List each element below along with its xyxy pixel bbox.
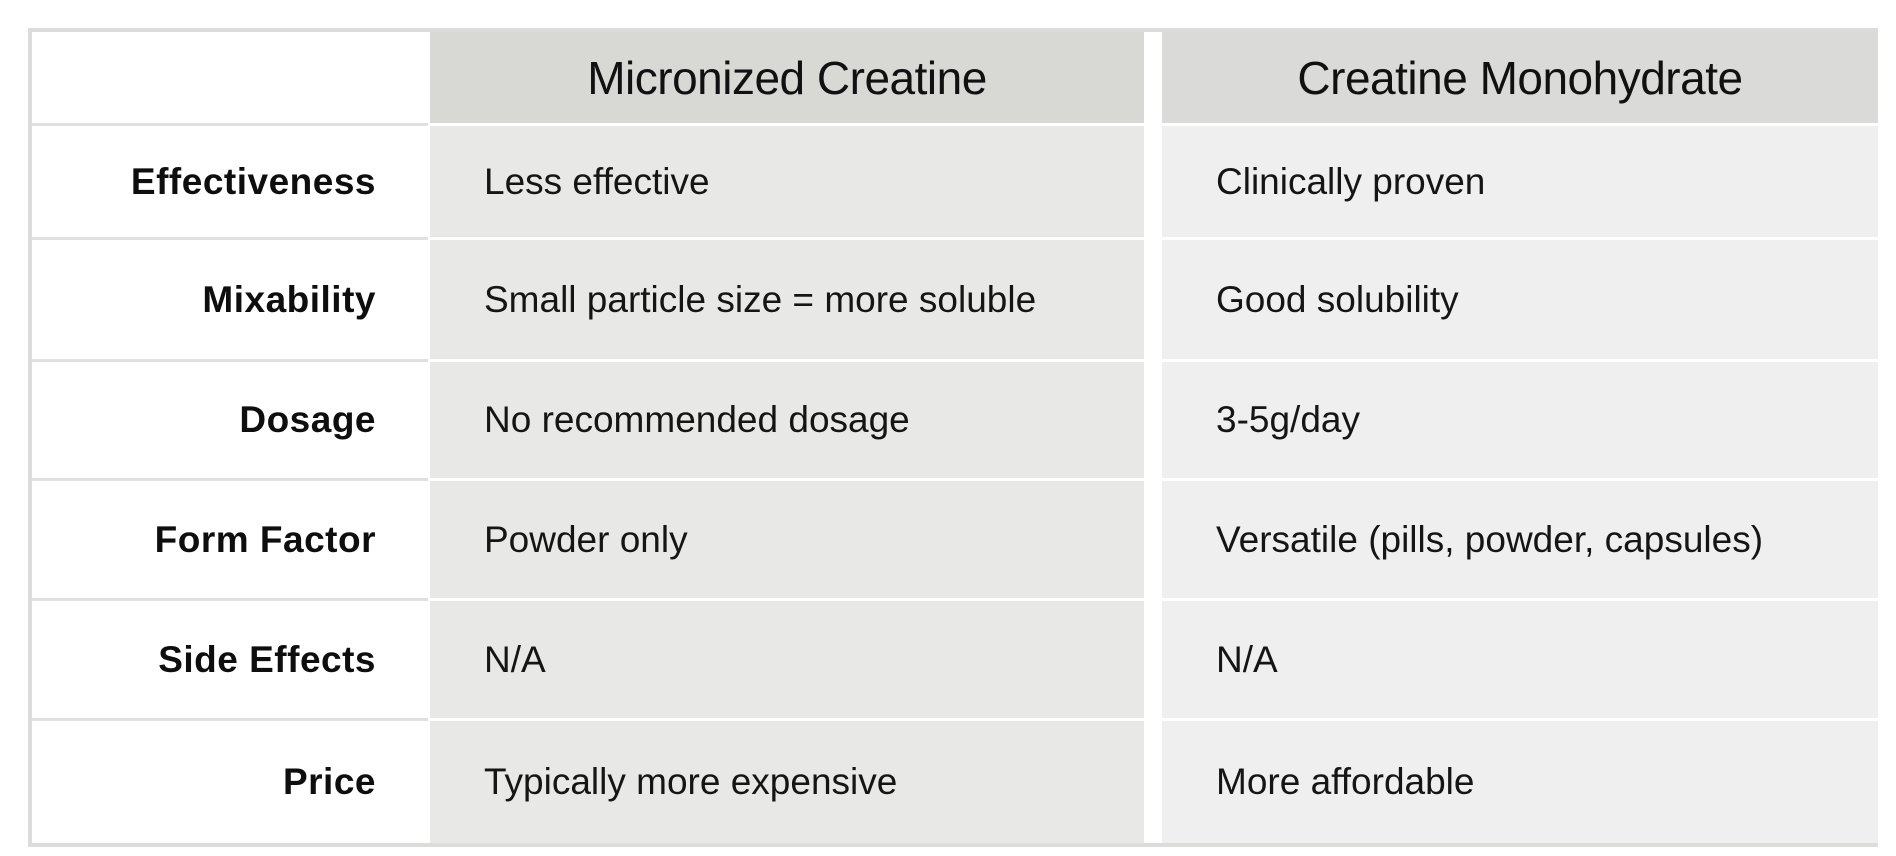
row-divider: [32, 237, 428, 240]
row-divider: [1162, 478, 1878, 481]
row-divider: [32, 359, 428, 362]
row-divider: [430, 718, 1144, 721]
row-label-dosage: Dosage: [239, 399, 376, 440]
cell-monohydrate-form-factor: Versatile (pills, powder, capsules): [1216, 518, 1764, 560]
column-header-monohydrate: Creatine Monohydrate: [1162, 32, 1878, 123]
row-divider: [430, 598, 1144, 601]
cell-micronized-form-factor: Powder only: [484, 518, 688, 560]
column-header-micronized: Micronized Creatine: [430, 32, 1144, 123]
row-divider: [1162, 123, 1878, 126]
row-divider: [430, 237, 1144, 240]
row-divider: [1162, 237, 1878, 240]
row-label-mixability: Mixability: [202, 278, 376, 320]
row-label-price: Price: [282, 761, 376, 802]
row-divider: [1162, 359, 1878, 362]
cell-monohydrate-effectiveness: Clinically proven: [1216, 160, 1486, 202]
row-divider: [430, 123, 1144, 126]
row-labels-column: Effectiveness Mixability Dosage Form Fac…: [32, 32, 428, 843]
row-divider: [1162, 598, 1878, 601]
row-divider: [430, 478, 1144, 481]
row-divider: [32, 123, 428, 126]
cell-micronized-dosage: No recommended dosage: [484, 399, 910, 440]
cell-monohydrate-price: More affordable: [1216, 761, 1475, 802]
cell-monohydrate-mixability: Good solubility: [1216, 278, 1459, 320]
row-label-effectiveness: Effectiveness: [130, 160, 376, 202]
comparison-table: Effectiveness Mixability Dosage Form Fac…: [28, 28, 1878, 847]
row-divider: [32, 598, 428, 601]
cell-micronized-effectiveness: Less effective: [484, 160, 710, 202]
row-label-side-effects: Side Effects: [158, 638, 376, 680]
row-divider: [1162, 718, 1878, 721]
row-label-form-factor: Form Factor: [154, 518, 376, 560]
cell-micronized-side-effects: N/A: [484, 638, 546, 680]
row-divider: [430, 359, 1144, 362]
micronized-creatine-column: Micronized Creatine Less effective Small…: [430, 32, 1144, 843]
cell-micronized-mixability: Small particle size = more soluble: [484, 278, 1037, 320]
row-divider: [32, 478, 428, 481]
row-divider: [32, 718, 428, 721]
cell-monohydrate-side-effects: N/A: [1216, 638, 1278, 680]
creatine-monohydrate-column: Creatine Monohydrate Clinically proven G…: [1162, 32, 1878, 843]
cell-micronized-price: Typically more expensive: [484, 761, 898, 802]
cell-monohydrate-dosage: 3-5g/day: [1216, 399, 1360, 440]
